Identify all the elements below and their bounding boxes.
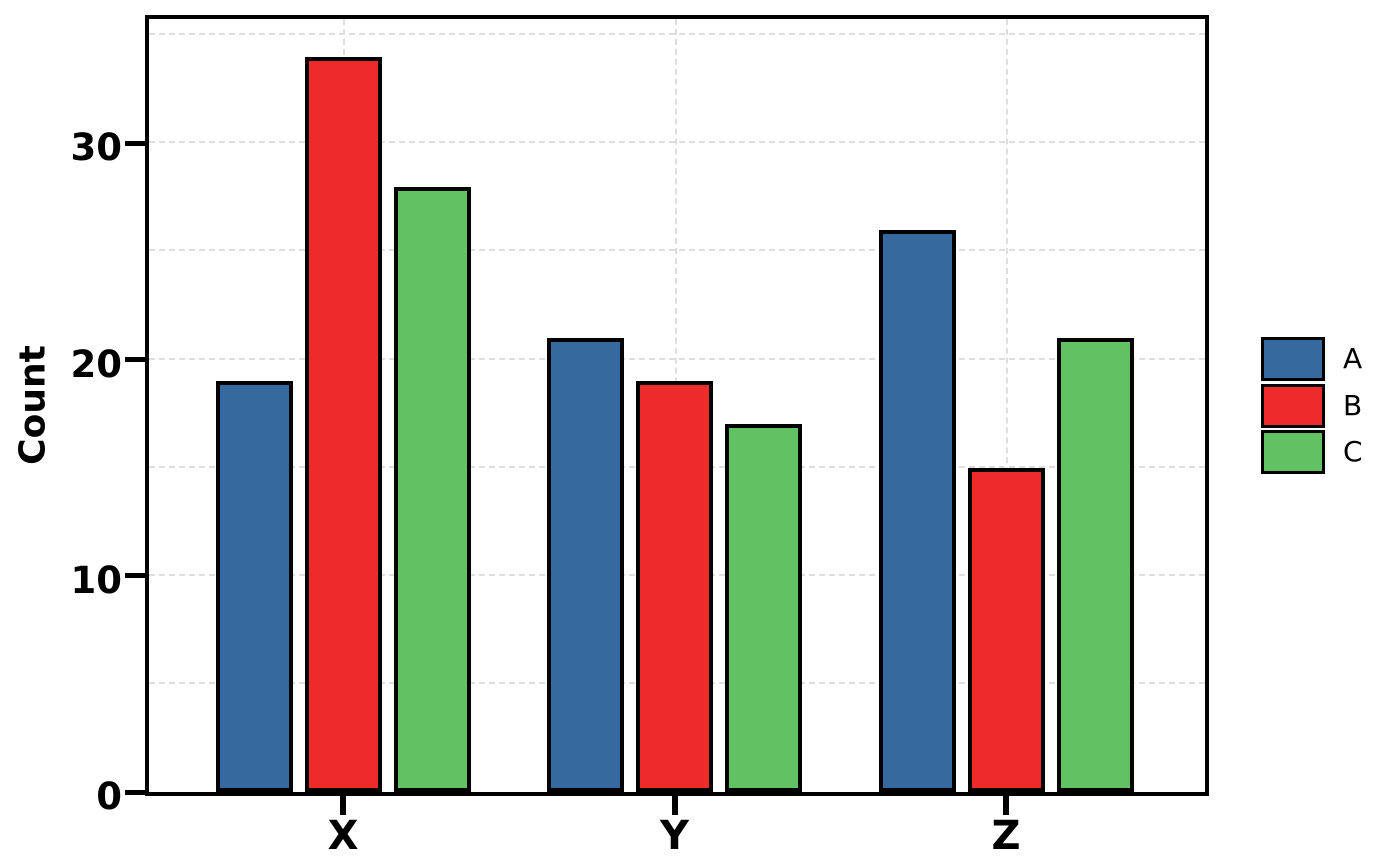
bar-Y-A	[547, 337, 624, 792]
h-gridline-20	[149, 357, 1205, 360]
legend-label-A: A	[1343, 342, 1363, 375]
v-gridline-Z	[1006, 19, 1008, 792]
bar-X-A	[215, 381, 293, 792]
y-tick-0	[125, 789, 145, 795]
x-tick-X	[340, 796, 346, 815]
h-gridline-30	[149, 141, 1205, 144]
y-tick-30	[125, 140, 145, 146]
bar-X-C	[393, 186, 471, 792]
legend-swatch-B	[1261, 383, 1325, 428]
bar-Y-C	[725, 424, 802, 792]
bar-Z-A	[878, 229, 956, 792]
x-tick-label-Z: Z	[991, 813, 1021, 859]
x-tick-label-Y: Y	[660, 813, 689, 859]
y-tick-20	[125, 357, 145, 363]
legend-label-C: C	[1343, 435, 1363, 468]
x-tick-Y	[671, 796, 678, 815]
y-tick-label-0: 0	[96, 775, 122, 818]
y-tick-label-30: 30	[70, 126, 123, 170]
y-tick-label-10: 10	[70, 558, 123, 602]
bar-Y-B	[636, 381, 713, 792]
legend-label-B: B	[1343, 388, 1363, 422]
legend-swatch-A	[1261, 337, 1325, 381]
x-tick-Z	[1003, 796, 1009, 815]
h-gridline-35	[149, 33, 1205, 36]
h-gridline-25	[149, 249, 1205, 252]
y-tick-label-20: 20	[70, 342, 123, 386]
bar-X-B	[304, 56, 382, 792]
plot-area	[145, 15, 1209, 796]
bar-Z-B	[967, 467, 1045, 792]
x-tick-label-X: X	[327, 813, 359, 859]
y-tick-10	[125, 573, 145, 579]
legend-swatch-C	[1261, 430, 1325, 474]
bar-Z-C	[1056, 337, 1134, 792]
